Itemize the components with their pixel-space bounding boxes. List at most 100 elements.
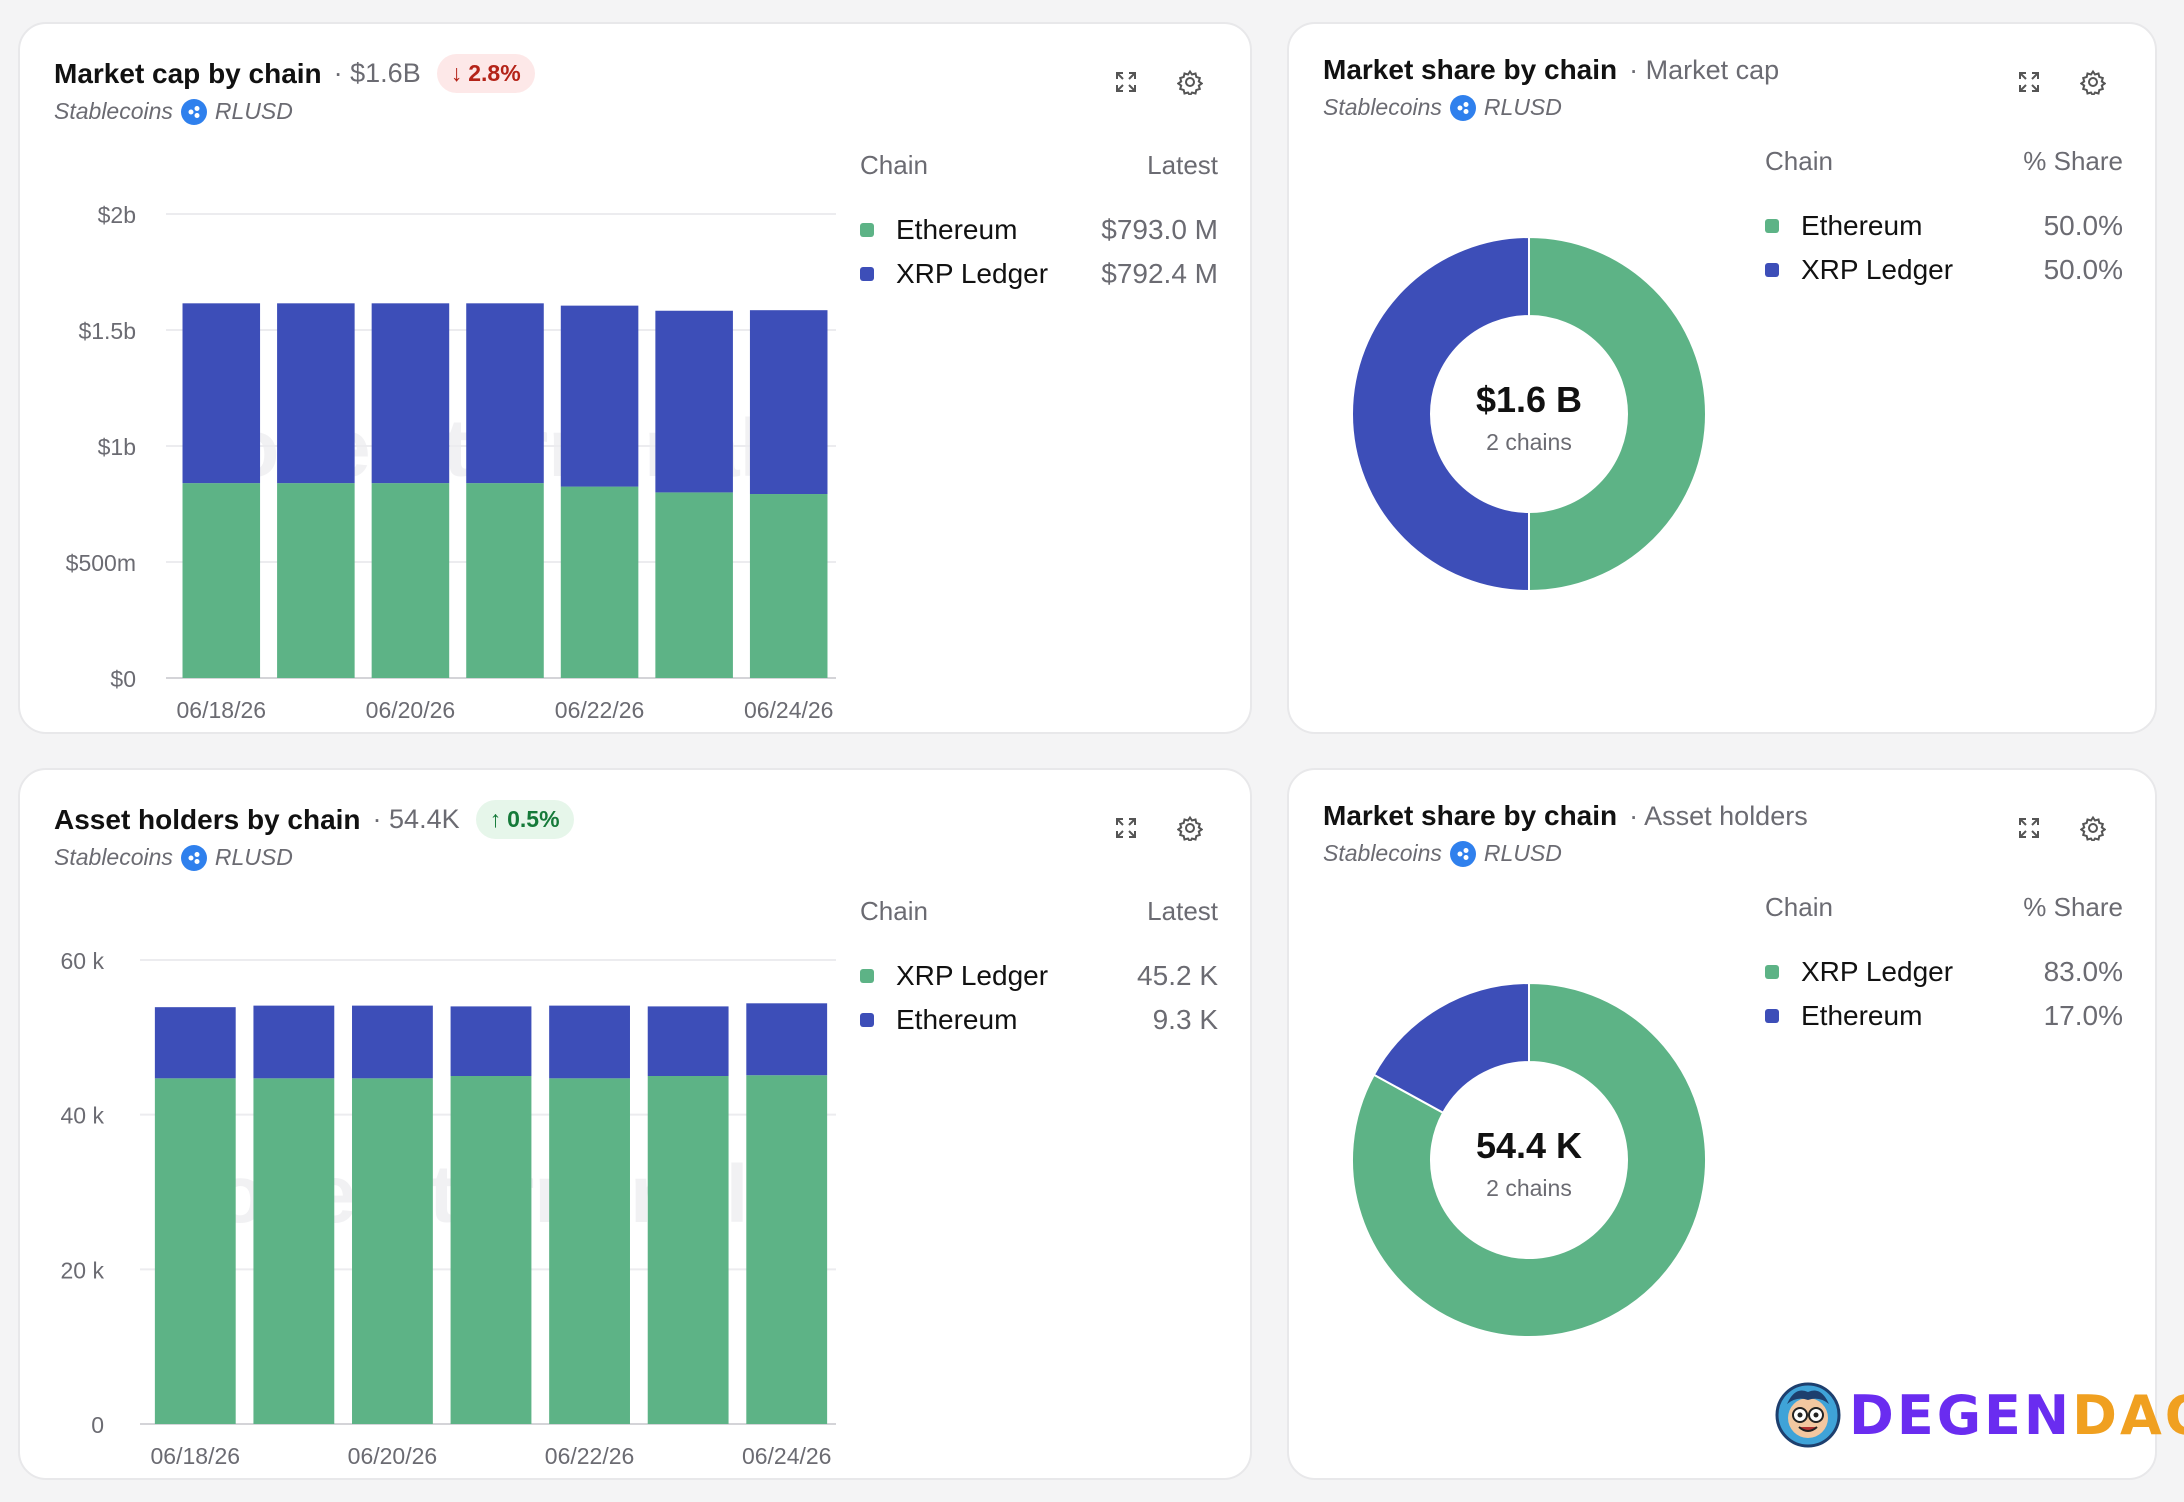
card-meta: · Asset holders (1629, 800, 1808, 831)
legend-name: XRP Ledger (1801, 254, 1954, 285)
category-link[interactable]: Stablecoins (1323, 840, 1442, 866)
donut-center-label: 2 chains (1486, 429, 1572, 455)
legend-item-ethereum[interactable]: Ethereum (1765, 1000, 1922, 1032)
market-share-mcap-card: Market share by chain · Market cap Stabl… (1287, 22, 2157, 734)
expand-icon[interactable] (1108, 810, 1144, 846)
card-subtitle: Stablecoins RLUSD (1323, 94, 1562, 121)
legend-swatch (860, 223, 874, 237)
category-link[interactable]: Stablecoins (54, 98, 173, 124)
bar-segment-ethereum[interactable] (655, 492, 733, 678)
legend-item-ethereum[interactable]: Ethereum (860, 214, 1017, 246)
legend-header-latest: Latest (1147, 896, 1218, 926)
bar-segment-xrp-ledger[interactable] (371, 303, 450, 484)
bar-segment-ethereum[interactable] (466, 483, 544, 678)
settings-gear-icon[interactable] (1172, 810, 1208, 846)
legend-swatch (1765, 263, 1779, 277)
bar-segment-xrp-ledger[interactable] (253, 1078, 335, 1424)
bar-segment-xrp-ledger[interactable] (277, 303, 355, 484)
bar-segment-xrp-ledger[interactable] (655, 310, 733, 493)
legend-item-ethereum[interactable]: Ethereum (860, 1004, 1017, 1036)
token-link[interactable]: RLUSD (1483, 840, 1562, 866)
legend-value: 9.3 K (1152, 1004, 1218, 1035)
arrow-up-icon: ↑ (489, 806, 502, 832)
card-header: Market cap by chain · $1.6B ↓ 2.8% (54, 54, 535, 93)
y-tick-label: 40 k (61, 1103, 105, 1129)
donut-slice-ethereum[interactable] (1528, 235, 1707, 593)
bar-segment-xrp-ledger[interactable] (450, 1076, 532, 1424)
mascot-avatar-icon (1775, 1382, 1841, 1448)
change-value: 2.8% (468, 60, 521, 86)
asset-holders-bar-chart: token terminal_020 k40 k60 k06/18/2606/2… (61, 948, 836, 1469)
legend-name: XRP Ledger (896, 960, 1049, 991)
y-tick-label: $0 (110, 666, 136, 692)
expand-icon[interactable] (2011, 64, 2047, 100)
bar-segment-xrp-ledger[interactable] (560, 305, 639, 487)
donut-slice-ethereum[interactable] (1372, 981, 1530, 1115)
expand-icon[interactable] (1108, 64, 1144, 100)
bar-segment-ethereum[interactable] (549, 1005, 630, 1079)
bar-segment-xrp-ledger[interactable] (549, 1078, 630, 1424)
bar-segment-xrp-ledger[interactable] (746, 1075, 828, 1424)
bar-segment-ethereum[interactable] (154, 1007, 236, 1079)
card-subtitle: Stablecoins RLUSD (1323, 840, 1562, 867)
donut-slice-xrp-ledger[interactable] (1351, 235, 1530, 593)
bar-segment-ethereum[interactable] (746, 1003, 828, 1076)
bar-segment-xrp-ledger[interactable] (182, 303, 261, 484)
legend-item-xrp-ledger[interactable]: XRP Ledger (1765, 956, 1953, 988)
bar-segment-ethereum[interactable] (450, 1006, 532, 1076)
bar-segment-xrp-ledger[interactable] (466, 303, 544, 484)
legend-item-xrp-ledger[interactable]: XRP Ledger (860, 258, 1048, 290)
market-cap-bar-chart: token terminal_$0$500m$1b$1.5b$2b06/18/2… (66, 202, 836, 723)
settings-gear-icon[interactable] (2075, 810, 2111, 846)
change-badge: ↑ 0.5% (475, 800, 574, 839)
bar-segment-ethereum[interactable] (371, 483, 450, 678)
token-link[interactable]: RLUSD (1483, 94, 1562, 120)
market-cap-card: Market cap by chain · $1.6B ↓ 2.8% Stabl… (18, 22, 1252, 734)
card-subtitle: Stablecoins RLUSD (54, 98, 293, 125)
donut-center-label: 2 chains (1486, 1175, 1572, 1201)
category-link[interactable]: Stablecoins (54, 844, 173, 870)
legend-header-latest: Latest (1147, 150, 1218, 180)
rlusd-logo-icon (180, 98, 207, 125)
bar-segment-xrp-ledger[interactable] (352, 1078, 433, 1424)
market-cap-donut-chart: $1.6 B 2 chains (1351, 235, 1707, 593)
legend-item-xrp-ledger[interactable]: XRP Ledger (1765, 254, 1953, 286)
card-header: Asset holders by chain · 54.4K ↑ 0.5% (54, 800, 574, 839)
y-tick-label: $1b (98, 434, 136, 460)
bar-segment-ethereum[interactable] (647, 1006, 729, 1076)
bar-segment-ethereum[interactable] (182, 483, 261, 678)
bar-segment-ethereum[interactable] (749, 494, 828, 678)
bar-segment-ethereum[interactable] (277, 483, 355, 678)
bar-segment-ethereum[interactable] (352, 1005, 433, 1079)
legend-swatch (1765, 1009, 1779, 1023)
settings-gear-icon[interactable] (2075, 64, 2111, 100)
bar-segment-ethereum[interactable] (560, 486, 639, 678)
token-link[interactable]: RLUSD (214, 98, 293, 124)
y-tick-label: $500m (66, 550, 136, 576)
legend-swatch (1765, 219, 1779, 233)
brand-wordmark: DEGENDAO! (1849, 1384, 2184, 1447)
bar-segment-xrp-ledger[interactable] (154, 1078, 236, 1424)
legend-item-ethereum[interactable]: Ethereum (1765, 210, 1922, 242)
legend-swatch (1765, 965, 1779, 979)
token-link[interactable]: RLUSD (214, 844, 293, 870)
x-tick-label: 06/18/26 (177, 697, 267, 723)
legend-swatch (860, 969, 874, 983)
bar-segment-ethereum[interactable] (253, 1005, 335, 1079)
market-share-holders-card: Market share by chain · Asset holders St… (1287, 768, 2157, 1480)
expand-icon[interactable] (2011, 810, 2047, 846)
bar-segment-xrp-ledger[interactable] (749, 310, 828, 495)
legend-name: XRP Ledger (896, 258, 1049, 289)
legend-value: 50.0% (2043, 254, 2123, 285)
asset-holders-card: Asset holders by chain · 54.4K ↑ 0.5% St… (18, 768, 1252, 1480)
card-title: Market share by chain (1323, 54, 1618, 85)
y-tick-label: 0 (91, 1412, 104, 1438)
legend-name: Ethereum (1801, 210, 1923, 241)
donut-slice-xrp-ledger[interactable] (1351, 981, 1707, 1338)
card-meta: · 54.4K (372, 804, 460, 834)
legend-header-chain: Chain (1765, 146, 1833, 176)
legend-item-xrp-ledger[interactable]: XRP Ledger (860, 960, 1048, 992)
bar-segment-xrp-ledger[interactable] (647, 1076, 729, 1424)
settings-gear-icon[interactable] (1172, 64, 1208, 100)
category-link[interactable]: Stablecoins (1323, 94, 1442, 120)
